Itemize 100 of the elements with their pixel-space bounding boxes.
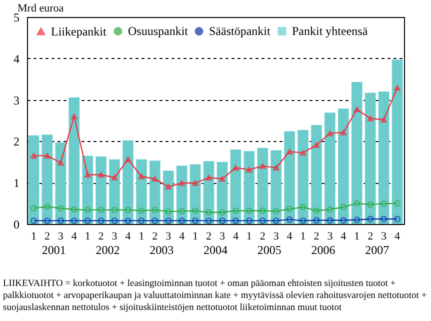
point bbox=[206, 217, 212, 224]
point bbox=[152, 217, 158, 224]
x-tick-label: 3 bbox=[112, 230, 118, 242]
bar bbox=[284, 131, 295, 224]
x-tick-label: 1 bbox=[30, 230, 36, 242]
point bbox=[138, 174, 145, 180]
point bbox=[326, 217, 334, 224]
point bbox=[98, 206, 104, 214]
point bbox=[300, 217, 306, 224]
point bbox=[84, 206, 91, 214]
bar bbox=[257, 148, 268, 224]
x-tick-label: 4 bbox=[232, 230, 239, 242]
x-tick-label: 2 bbox=[44, 230, 50, 242]
point bbox=[218, 176, 226, 182]
point bbox=[138, 208, 145, 214]
text: LIIKEVAIHTO = korkotuotot + leasingtoiminnan tuotot + oman pääoman ehtoisten sijoitusten tuotot + palkkiotuotot + arvopaperikaupan ja valuuttatoiminnan kate + myytävissä olevien rahoitusvarojen nettotuotot + suojauslaskennan nettotulos + sijoituskiinteistöjen nettotuotot liiketoiminnan muut tuotot bbox=[3, 278, 428, 314]
point bbox=[313, 217, 320, 224]
x-tick-label: 3 bbox=[219, 230, 226, 242]
point bbox=[380, 216, 388, 222]
point bbox=[124, 156, 132, 162]
point bbox=[218, 209, 226, 216]
x-tick-label: 4 bbox=[286, 230, 293, 242]
x-tick-label: 4 bbox=[125, 230, 132, 242]
point bbox=[286, 216, 293, 223]
point bbox=[152, 176, 158, 182]
x-tick-label: 1 bbox=[84, 230, 90, 242]
point bbox=[57, 205, 64, 212]
point bbox=[192, 180, 199, 186]
x-tick-label: 2 bbox=[314, 230, 320, 242]
point bbox=[300, 150, 306, 156]
point bbox=[272, 164, 280, 171]
bar bbox=[338, 108, 349, 224]
x-tick-label: 3 bbox=[273, 230, 280, 242]
point bbox=[206, 174, 212, 181]
point bbox=[152, 206, 158, 214]
point bbox=[367, 201, 374, 208]
point bbox=[340, 217, 347, 224]
bar bbox=[392, 60, 403, 224]
text: 2001 bbox=[42, 243, 66, 257]
point bbox=[380, 116, 388, 123]
x-tick-label: 1 bbox=[192, 230, 198, 242]
point bbox=[192, 217, 199, 224]
x-tick-label: 1 bbox=[138, 230, 144, 242]
point bbox=[394, 84, 401, 91]
point bbox=[30, 152, 37, 159]
point bbox=[354, 106, 360, 112]
point bbox=[300, 204, 306, 210]
point bbox=[192, 208, 199, 214]
x-tick-label: 1 bbox=[354, 230, 360, 242]
point bbox=[272, 217, 280, 224]
x-tick-label: 3 bbox=[166, 230, 172, 242]
point bbox=[206, 209, 212, 216]
bar bbox=[364, 92, 376, 224]
x-tick-label: 2 bbox=[152, 230, 158, 242]
text: 2002 bbox=[96, 243, 120, 257]
x-tick-label: 2 bbox=[206, 230, 212, 242]
x-tick-label: 3 bbox=[58, 230, 64, 242]
point bbox=[165, 208, 172, 215]
bar bbox=[324, 112, 336, 224]
legend-label: Pankit yhteensä bbox=[292, 24, 368, 38]
point bbox=[57, 160, 64, 166]
x-tick-label: 2 bbox=[260, 230, 266, 242]
x-tick-label: 2 bbox=[368, 230, 374, 242]
bar bbox=[351, 82, 362, 224]
point bbox=[70, 113, 78, 120]
point bbox=[367, 116, 374, 122]
point bbox=[354, 200, 360, 207]
point bbox=[111, 174, 118, 181]
point bbox=[111, 206, 118, 214]
y-tick-label: 5 bbox=[14, 10, 20, 24]
bar bbox=[28, 135, 40, 224]
point bbox=[165, 217, 172, 224]
point bbox=[232, 164, 239, 171]
point bbox=[354, 216, 360, 224]
point bbox=[165, 184, 172, 190]
y-tick-label: 3 bbox=[14, 93, 20, 108]
point bbox=[259, 217, 266, 224]
text: 2006 bbox=[311, 243, 336, 257]
y-tick-label: 0 bbox=[14, 218, 20, 232]
x-tick-label: 1 bbox=[300, 230, 306, 242]
point bbox=[272, 208, 280, 214]
x-tick-label: 2 bbox=[98, 230, 104, 242]
point bbox=[259, 163, 266, 169]
point bbox=[111, 217, 118, 224]
bar bbox=[68, 97, 80, 224]
point bbox=[178, 208, 186, 214]
x-tick-label: 4 bbox=[394, 230, 401, 242]
x-tick-label: 3 bbox=[327, 230, 334, 242]
y-tick-label: 4 bbox=[14, 52, 20, 66]
text: 2003 bbox=[150, 243, 174, 257]
point bbox=[380, 200, 388, 207]
point bbox=[218, 217, 226, 224]
point bbox=[326, 206, 334, 213]
text: 2005 bbox=[257, 243, 282, 257]
point bbox=[84, 217, 91, 224]
point bbox=[70, 206, 78, 213]
x-tick-label: 4 bbox=[71, 230, 78, 242]
bar bbox=[378, 92, 390, 224]
point bbox=[70, 217, 78, 224]
point bbox=[57, 217, 64, 224]
